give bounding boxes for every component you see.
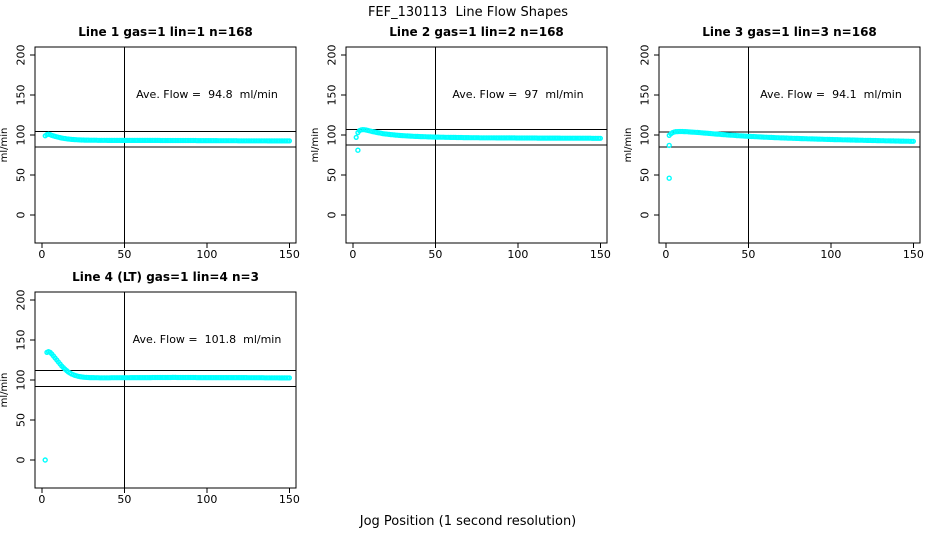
- svg-text:150: 150: [903, 248, 924, 261]
- svg-text:0: 0: [15, 457, 28, 464]
- chart-panel-line3: 0 50 100 150 0 50 100 150 200 ml/min Line 3 gas=1…: [624, 25, 928, 270]
- svg-text:100: 100: [326, 125, 339, 146]
- svg-text:50: 50: [326, 168, 339, 182]
- svg-text:150: 150: [279, 493, 300, 506]
- svg-text:150: 150: [279, 248, 300, 261]
- panel-title: Line 1 gas=1 lin=1 n=168: [78, 25, 253, 39]
- ave-flow-annotation: Ave. Flow = 94.1 ml/min: [760, 88, 902, 101]
- svg-text:0: 0: [326, 212, 339, 219]
- svg-text:200: 200: [639, 45, 652, 66]
- svg-text:150: 150: [15, 330, 28, 351]
- svg-text:100: 100: [196, 493, 217, 506]
- svg-text:ml/min: ml/min: [311, 128, 321, 163]
- svg-text:ml/min: ml/min: [0, 128, 10, 163]
- chart-panel-line2: 0 50 100 150 0 50 100 150 200 ml/min Line 2 gas=1…: [311, 25, 615, 270]
- ave-flow-annotation: Ave. Flow = 97 ml/min: [452, 88, 584, 101]
- svg-text:0: 0: [662, 248, 669, 261]
- plot-canvas-line3: 0 50 100 150 0 50 100 150 200 ml/min: [624, 45, 924, 262]
- svg-text:50: 50: [117, 493, 131, 506]
- svg-text:50: 50: [15, 413, 28, 427]
- svg-text:ml/min: ml/min: [624, 128, 634, 163]
- panel-title: Line 3 gas=1 lin=3 n=168: [702, 25, 877, 39]
- svg-text:0: 0: [38, 493, 45, 506]
- panel-title: Line 2 gas=1 lin=2 n=168: [389, 25, 564, 39]
- chart-panel-line1: 0 50 100 150 0 50 100 150 200 ml/min Line 1 gas=1…: [0, 25, 304, 270]
- svg-text:0: 0: [15, 212, 28, 219]
- svg-text:200: 200: [15, 45, 28, 66]
- svg-text:50: 50: [15, 168, 28, 182]
- figure-title: FEF_130113 Line Flow Shapes: [367, 5, 569, 20]
- svg-text:100: 100: [15, 370, 28, 391]
- svg-text:100: 100: [507, 248, 528, 261]
- plot-canvas-line1: 0 50 100 150 0 50 100 150 200 ml/min: [0, 45, 300, 262]
- svg-text:100: 100: [15, 125, 28, 146]
- svg-text:100: 100: [639, 125, 652, 146]
- svg-text:100: 100: [820, 248, 841, 261]
- chart-panel-line4: 0 50 100 150 0 50 100 150 200 ml/min Line 4 (LT) …: [0, 270, 304, 515]
- svg-text:50: 50: [117, 248, 131, 261]
- svg-text:50: 50: [741, 248, 755, 261]
- svg-text:200: 200: [15, 290, 28, 311]
- svg-text:50: 50: [639, 168, 652, 182]
- svg-text:50: 50: [428, 248, 442, 261]
- panel-title: Line 4 (LT) gas=1 lin=4 n=3: [72, 270, 259, 284]
- svg-text:0: 0: [349, 248, 356, 261]
- plot-canvas-line2: 0 50 100 150 0 50 100 150 200 ml/min: [311, 45, 611, 262]
- svg-text:ml/min: ml/min: [0, 373, 10, 408]
- svg-text:200: 200: [326, 45, 339, 66]
- svg-text:0: 0: [38, 248, 45, 261]
- svg-text:0: 0: [639, 212, 652, 219]
- svg-text:150: 150: [326, 85, 339, 106]
- ave-flow-annotation: Ave. Flow = 94.8 ml/min: [136, 88, 278, 101]
- svg-text:100: 100: [196, 248, 217, 261]
- x-axis-label: Jog Position (1 second resolution): [359, 514, 577, 529]
- ave-flow-annotation: Ave. Flow = 101.8 ml/min: [132, 333, 282, 346]
- svg-text:150: 150: [639, 85, 652, 106]
- svg-text:150: 150: [15, 85, 28, 106]
- svg-text:150: 150: [590, 248, 611, 261]
- plot-canvas-line4: 0 50 100 150 0 50 100 150 200 ml/min: [0, 290, 300, 507]
